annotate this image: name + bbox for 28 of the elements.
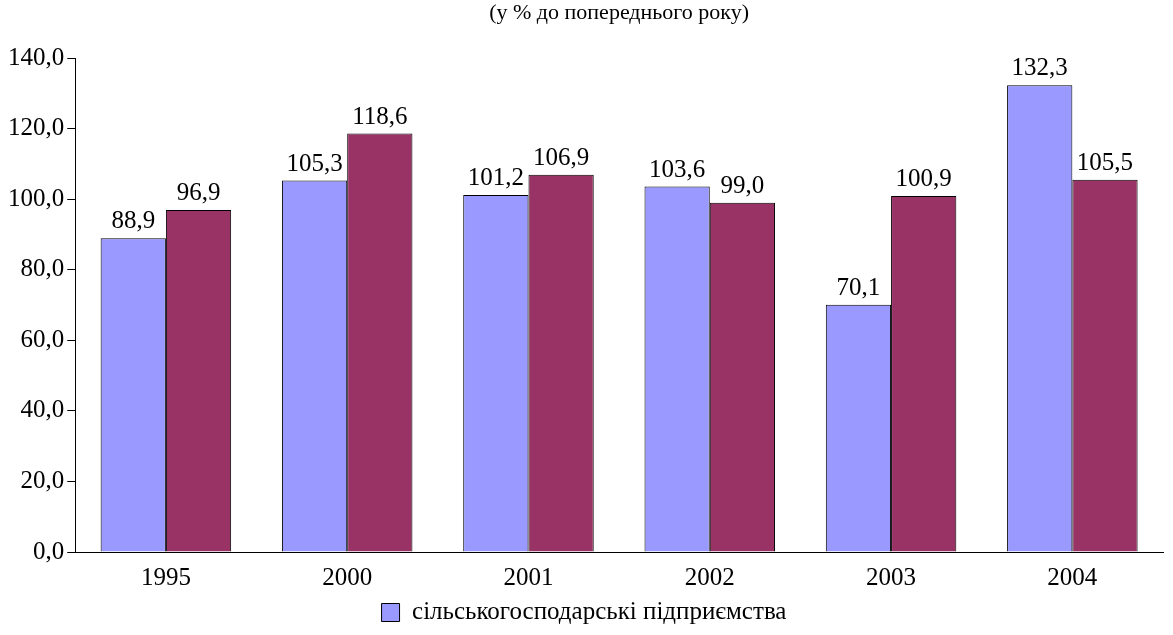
y-tick-label: 100,0 — [8, 183, 65, 211]
data-label: 105,3 — [286, 148, 343, 176]
data-label: 100,9 — [895, 164, 952, 192]
x-tick-label: 1995 — [140, 562, 191, 590]
y-tick-label: 60,0 — [20, 324, 65, 352]
data-label: 118,6 — [352, 101, 408, 129]
data-label: 132,3 — [1011, 53, 1068, 81]
x-tick-label: 2001 — [503, 562, 554, 590]
x-tick-label: 2004 — [1047, 562, 1098, 590]
data-label: 88,9 — [111, 206, 156, 234]
chart-title: (у % до попереднього року) — [489, 0, 750, 24]
x-tick-label: 2002 — [684, 562, 735, 590]
y-tick-label: 0,0 — [33, 536, 65, 564]
y-tick-label: 20,0 — [20, 465, 65, 493]
y-tick-label: 120,0 — [8, 113, 65, 141]
y-tick-label: 40,0 — [20, 395, 65, 423]
x-tick-label: 2003 — [866, 562, 917, 590]
data-label: 106,9 — [532, 142, 590, 170]
y-tick-label: 140,0 — [8, 42, 65, 70]
data-label: 96,9 — [176, 178, 221, 206]
y-tick-label: 80,0 — [20, 254, 65, 282]
data-label: 101,2 — [467, 162, 524, 190]
data-label: 99,0 — [720, 170, 765, 198]
data-label: 70,1 — [836, 272, 881, 300]
x-tick-label: 2000 — [322, 562, 373, 590]
data-label: 105,5 — [1076, 147, 1134, 175]
legend-label: сільськогосподарські підприємства — [412, 597, 787, 625]
data-label: 103,6 — [649, 154, 706, 182]
